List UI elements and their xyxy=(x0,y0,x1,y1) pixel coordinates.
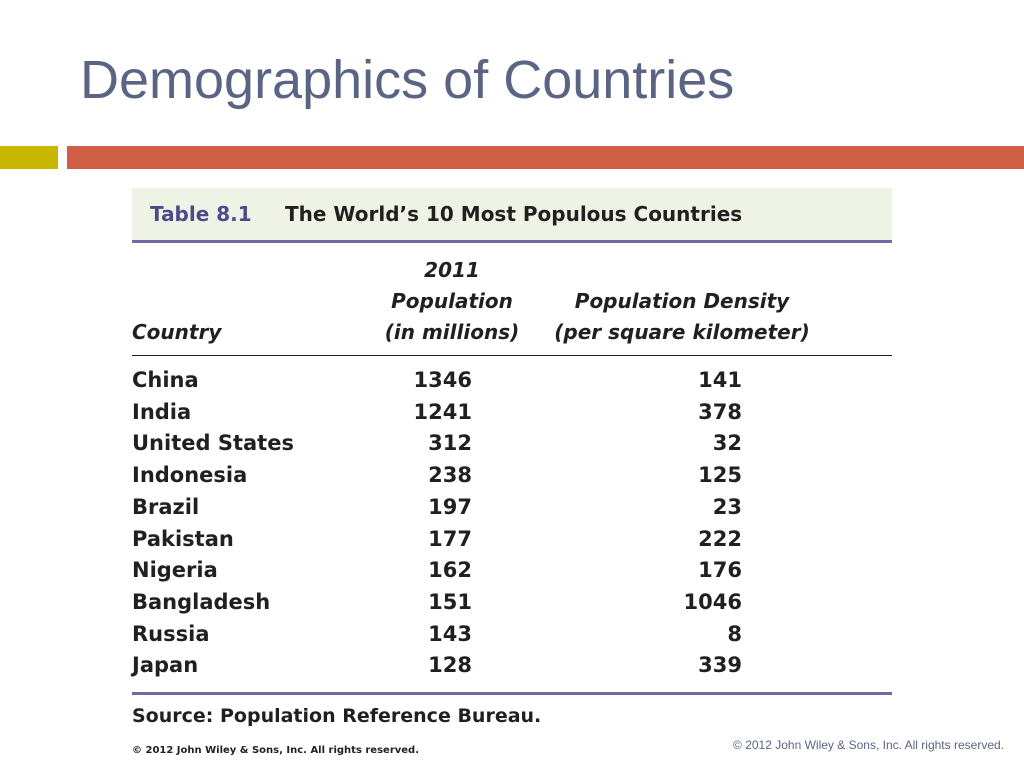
header-country: Country xyxy=(132,243,332,356)
cell-country: Bangladesh xyxy=(132,589,271,614)
population-table: Country 2011 Population (in millions) Po… xyxy=(132,243,892,692)
table-row: Indonesia 238 125 xyxy=(132,460,892,492)
cell-country: Russia xyxy=(132,621,210,646)
cell-population: 238 xyxy=(428,463,472,488)
cell-population: 1241 xyxy=(413,399,472,424)
cell-country: China xyxy=(132,368,199,392)
slide-footer-copyright: © 2012 John Wiley & Sons, Inc. All right… xyxy=(733,738,1004,752)
table-label: Table 8.1 xyxy=(150,202,252,226)
table-caption: Table 8.1 The World’s 10 Most Populous C… xyxy=(132,188,892,243)
cell-country: United States xyxy=(132,431,294,456)
cell-density: 23 xyxy=(712,494,742,519)
cell-density: 8 xyxy=(727,621,742,646)
cell-country: Japan xyxy=(132,653,199,678)
cell-country: Nigeria xyxy=(132,558,218,583)
cell-population: 143 xyxy=(428,621,472,646)
table-source: Source: Population Reference Bureau. xyxy=(132,705,542,728)
table-header-row: Country 2011 Population (in millions) Po… xyxy=(132,243,892,356)
cell-country: Indonesia xyxy=(132,463,248,488)
population-table-figure: Table 8.1 The World’s 10 Most Populous C… xyxy=(132,188,892,756)
cell-population: 312 xyxy=(428,431,472,456)
table-body: China 1346 141 India 1241 378 United States 312… xyxy=(132,356,892,693)
table-caption-title: The World’s 10 Most Populous Countries xyxy=(285,202,743,226)
header-density-line2: (per square kilometer) xyxy=(554,320,810,344)
cell-population: 151 xyxy=(428,589,472,614)
cell-population: 1346 xyxy=(413,368,472,392)
accent-bar-orange xyxy=(67,146,1024,169)
cell-country: India xyxy=(132,399,192,424)
cell-density: 378 xyxy=(698,399,742,424)
accent-bar-yellow xyxy=(0,146,58,169)
table-row: China 1346 141 xyxy=(132,356,892,397)
table-row: Russia 143 8 xyxy=(132,619,892,651)
cell-population: 162 xyxy=(428,558,472,583)
cell-population: 177 xyxy=(428,526,472,551)
slide-title: Demographics of Countries xyxy=(80,50,735,110)
table-row: Japan 128 339 xyxy=(132,650,892,692)
cell-density: 339 xyxy=(698,653,742,678)
header-population: 2011 Population (in millions) xyxy=(332,243,519,356)
header-density: Population Density (per square kilometer… xyxy=(472,243,892,356)
table-row: Bangladesh 151 1046 xyxy=(132,587,892,619)
cell-density: 125 xyxy=(698,463,742,488)
table-bottom-rule xyxy=(132,692,892,696)
cell-density: 222 xyxy=(698,526,742,551)
cell-population: 197 xyxy=(428,494,472,519)
cell-country: Pakistan xyxy=(132,526,234,551)
header-population-line2: (in millions) xyxy=(384,320,520,344)
table-row: Pakistan 177 222 xyxy=(132,524,892,556)
table-row: Nigeria 162 176 xyxy=(132,555,892,587)
cell-density: 141 xyxy=(698,368,742,392)
table-row: Brazil 197 23 xyxy=(132,492,892,524)
table-row: India 1241 378 xyxy=(132,397,892,429)
table-row: United States 312 32 xyxy=(132,428,892,460)
cell-population: 128 xyxy=(428,653,472,678)
header-density-line1: Population Density xyxy=(574,289,790,313)
cell-density: 1046 xyxy=(683,589,742,614)
cell-country: Brazil xyxy=(132,494,200,519)
cell-density: 176 xyxy=(698,558,742,583)
cell-density: 32 xyxy=(712,431,742,456)
table-copyright: © 2012 John Wiley & Sons, Inc. All right… xyxy=(132,745,420,757)
header-population-line1: 2011 Population xyxy=(391,258,513,313)
